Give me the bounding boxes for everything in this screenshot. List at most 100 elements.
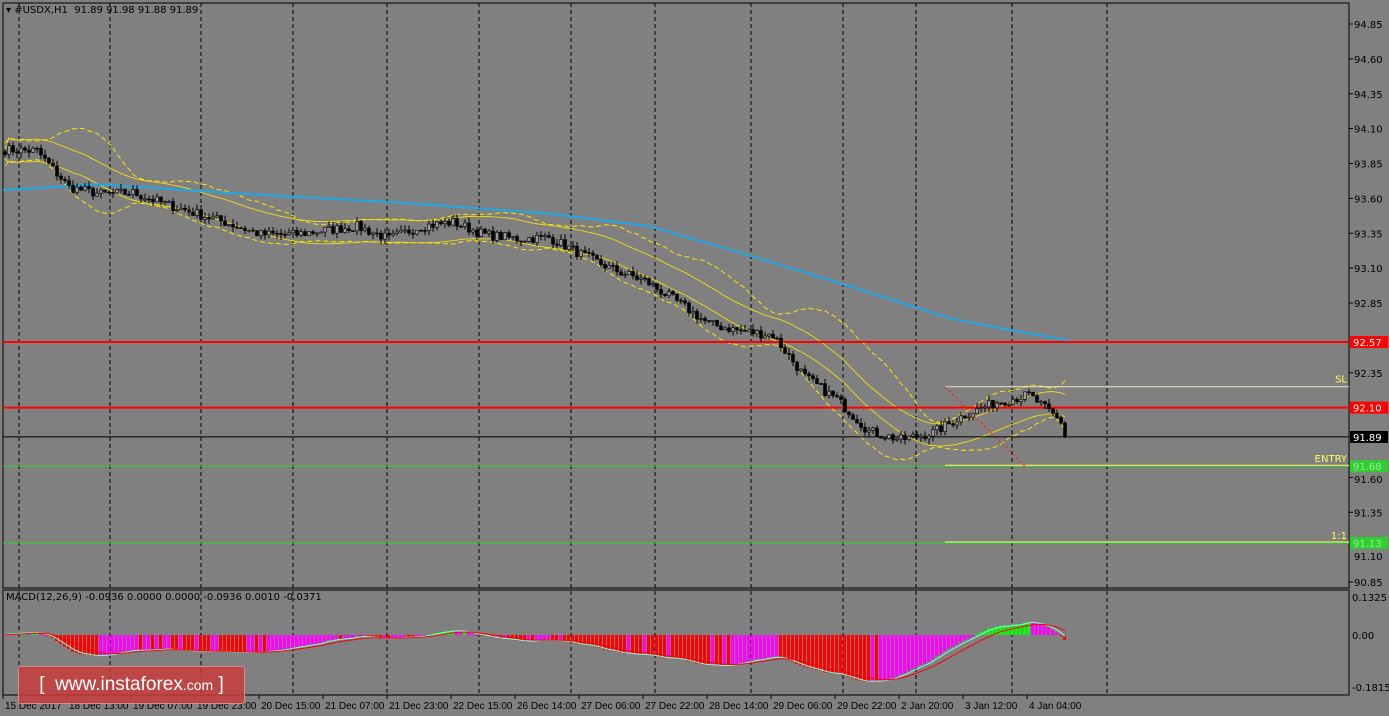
candle-body (523, 241, 527, 243)
candle-body (771, 333, 775, 339)
macd-histogram-bar (247, 635, 250, 653)
macd-histogram-bar (631, 635, 634, 654)
candle-body (311, 231, 315, 234)
macd-histogram-bar (847, 635, 850, 678)
candle-body (643, 277, 647, 280)
candle-body (611, 265, 615, 267)
candle-body (223, 220, 227, 226)
candle-body (579, 250, 583, 257)
candle (299, 228, 303, 238)
candle-body (615, 265, 619, 273)
candle-body (3, 151, 7, 155)
candle (527, 236, 531, 243)
candle (539, 231, 543, 241)
candle (831, 390, 835, 399)
candle (319, 231, 323, 234)
candle (871, 426, 875, 435)
candle (519, 240, 523, 247)
candle (763, 331, 767, 339)
price-tick-label: 93.85 (1354, 160, 1383, 171)
bollinger-lower (4, 158, 1066, 461)
candle (79, 184, 83, 192)
macd-histogram-bar (963, 635, 966, 641)
macd-histogram-bar (283, 635, 286, 650)
macd-histogram-bar (215, 635, 218, 651)
macd-histogram-bar (843, 635, 846, 676)
candle (71, 180, 75, 194)
candle (579, 249, 583, 260)
candle (719, 322, 723, 331)
candle (663, 293, 667, 298)
candle (791, 351, 795, 366)
candle-body (191, 211, 195, 216)
candle (667, 288, 671, 298)
candle-body (955, 421, 959, 426)
moving-average-line (2, 183, 1071, 342)
macd-histogram-bar (783, 635, 786, 659)
candle (991, 400, 995, 412)
candle (75, 183, 79, 195)
macd-histogram-bar (611, 635, 614, 651)
candle (1015, 397, 1019, 405)
candle-body (519, 240, 523, 243)
macd-header: MACD(12,26,9) -0.0936 0.0000 0.0000 -0.0… (6, 592, 322, 603)
candle (599, 255, 603, 268)
candle-body (59, 175, 63, 180)
macd-histogram-bar (971, 635, 974, 637)
macd-histogram-bar (175, 635, 178, 651)
time-tick-label: 27 Dec 22:00 (645, 701, 705, 712)
candle-body (755, 330, 759, 335)
macd-histogram-bar (915, 635, 918, 667)
candle (911, 431, 915, 439)
macd-histogram-bar (651, 635, 654, 656)
candle-body (167, 201, 171, 203)
macd-histogram-bar (1059, 635, 1062, 636)
time-tick-label: 3 Jan 12:00 (965, 701, 1018, 712)
candle (879, 435, 883, 439)
candle (363, 223, 367, 233)
candle (255, 230, 259, 237)
macd-histogram-bar (667, 635, 670, 659)
macd-histogram-bar (243, 635, 246, 653)
candle-body (455, 218, 459, 227)
candle (399, 225, 403, 233)
candle (703, 316, 707, 325)
candle-body (735, 327, 739, 331)
macd-histogram-bar (835, 635, 838, 674)
candle (287, 228, 291, 236)
candle (59, 172, 63, 184)
candle-body (363, 227, 367, 231)
candle-body (291, 230, 295, 234)
candle (475, 226, 479, 240)
candle-body (995, 402, 999, 409)
candle (147, 195, 151, 204)
candle-body (163, 201, 167, 204)
macd-histogram-bar (67, 635, 70, 649)
candle-body (855, 419, 859, 424)
candle (55, 160, 59, 181)
macd-histogram-bar (691, 635, 694, 662)
macd-histogram-bar (395, 635, 398, 639)
candle-body (747, 329, 751, 332)
candle-body (511, 236, 515, 238)
candle-body (23, 147, 27, 151)
candle (999, 402, 1003, 406)
candle (227, 223, 231, 227)
macd-histogram-bar (195, 635, 198, 651)
candle-body (927, 435, 931, 440)
macd-histogram-bar (519, 635, 522, 641)
candle (863, 422, 867, 436)
candle (571, 241, 575, 252)
macd-histogram-bar (131, 635, 134, 651)
macd-histogram-bar (199, 635, 202, 652)
price-tick-label: 92.35 (1354, 369, 1383, 380)
candle (751, 323, 755, 337)
price-tick-label: 91.60 (1354, 475, 1383, 486)
macd-histogram-bar (635, 635, 638, 655)
candle (1047, 398, 1051, 412)
macd-histogram-bar (619, 635, 622, 654)
macd-histogram-bar (875, 635, 878, 682)
macd-histogram-bar (331, 635, 334, 641)
candle-body (423, 230, 427, 232)
